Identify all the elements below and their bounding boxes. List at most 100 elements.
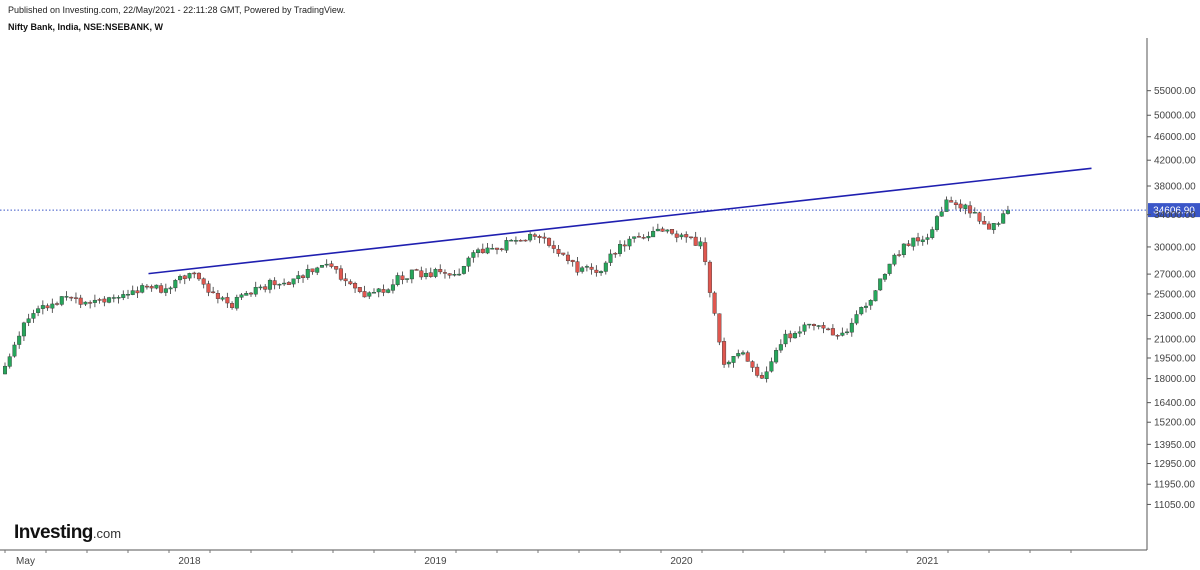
candle: [726, 360, 731, 368]
candle-body: [272, 280, 277, 286]
candle: [849, 318, 854, 337]
candle: [372, 288, 377, 294]
candle: [608, 249, 613, 267]
candle-body: [944, 199, 949, 212]
y-tick-label: 11050.00: [1154, 500, 1195, 511]
candle: [759, 372, 764, 380]
candle-body: [277, 283, 282, 286]
candle-body: [764, 371, 769, 379]
candle: [31, 309, 36, 323]
candle: [580, 266, 585, 274]
candle-body: [807, 323, 812, 326]
candle-body: [125, 293, 130, 296]
candle: [684, 231, 689, 243]
candle: [329, 260, 334, 269]
candle-body: [424, 273, 429, 277]
candle-body: [88, 302, 93, 304]
candle: [178, 274, 183, 284]
candle: [244, 290, 249, 296]
candle: [627, 236, 632, 250]
candle-body: [201, 278, 206, 285]
candle: [253, 281, 258, 297]
candle-body: [830, 328, 835, 336]
candle-body: [584, 266, 589, 268]
candle-body: [400, 275, 405, 280]
candle: [78, 294, 83, 309]
candle-body: [589, 266, 594, 270]
candle: [854, 310, 859, 326]
candle-body: [703, 242, 708, 262]
candle-body: [163, 288, 168, 293]
candle-body: [107, 297, 112, 303]
candle-body: [253, 287, 258, 295]
candle-body: [490, 248, 495, 250]
candle-body: [608, 253, 613, 263]
candle: [911, 237, 916, 251]
candle-body: [665, 229, 670, 232]
candle: [40, 300, 45, 315]
candle-body: [395, 275, 400, 285]
candle: [584, 264, 589, 272]
y-tick-label: 18000.00: [1154, 374, 1196, 385]
candle-body: [551, 245, 556, 249]
candle-body: [263, 286, 268, 290]
candle-body: [499, 248, 504, 250]
candle: [987, 221, 992, 230]
candle: [248, 291, 253, 297]
y-tick-label: 23000.00: [1154, 311, 1196, 322]
candle: [1001, 210, 1006, 224]
y-tick-label: 34000.00: [1154, 210, 1196, 221]
candle-body: [627, 238, 632, 247]
candle-body: [599, 271, 604, 274]
candle: [7, 353, 12, 369]
candle-body: [196, 272, 201, 280]
candle-body: [693, 236, 698, 246]
candle: [769, 357, 774, 373]
candle-body: [849, 322, 854, 333]
candle-body: [882, 274, 887, 280]
candle-body: [750, 361, 755, 368]
candle: [939, 206, 944, 217]
candle: [400, 271, 405, 285]
candle: [376, 288, 381, 298]
candle: [495, 247, 500, 255]
candle-body: [963, 204, 968, 209]
candle: [897, 250, 902, 258]
candle-body: [220, 297, 225, 300]
candle: [26, 313, 31, 327]
candle-body: [934, 216, 939, 230]
candle-body: [618, 244, 623, 254]
candle-body: [793, 332, 798, 339]
candle: [17, 331, 22, 349]
candle-body: [722, 341, 727, 365]
candle-body: [953, 202, 958, 205]
candle-body: [173, 280, 178, 289]
candle-body: [580, 267, 585, 272]
candle: [88, 300, 93, 309]
candle-body: [438, 269, 443, 273]
candle: [873, 290, 878, 302]
candle: [830, 324, 835, 336]
candle-body: [911, 237, 916, 247]
candle-body: [234, 296, 239, 309]
trendline: [148, 167, 1092, 275]
candle-body: [239, 294, 244, 298]
candle-body: [381, 289, 386, 293]
candle: [433, 267, 438, 279]
candle: [159, 283, 164, 294]
candle: [135, 286, 140, 299]
candle-body: [135, 290, 140, 294]
candle: [930, 226, 935, 240]
candle: [466, 256, 471, 272]
candle-body: [348, 281, 353, 285]
candle-body: [778, 344, 783, 351]
candle: [381, 284, 386, 297]
candle-body: [897, 254, 902, 256]
candle-body: [59, 296, 64, 305]
candle-body: [343, 278, 348, 282]
candle: [230, 301, 235, 310]
candle: [12, 341, 17, 358]
candle: [485, 242, 490, 255]
candle: [688, 236, 693, 240]
